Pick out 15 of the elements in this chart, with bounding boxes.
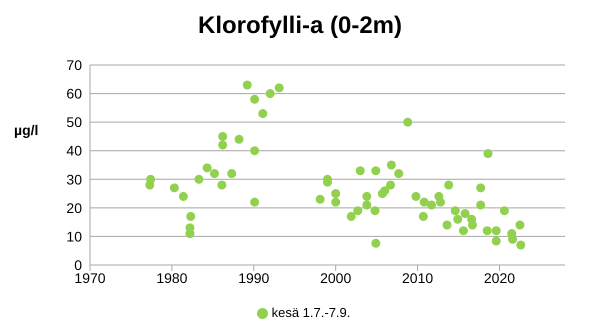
- x-tick-label: 1980: [156, 270, 188, 286]
- chart-title: Klorofylli-a (0-2m): [196, 12, 404, 40]
- y-tick-label: 30: [66, 171, 82, 188]
- x-tick-label: 2010: [402, 270, 434, 286]
- y-tick-label: 40: [66, 142, 82, 159]
- x-tick-label: 1990: [238, 270, 270, 286]
- x-tick-label: 2000: [320, 270, 352, 286]
- y-tick-label: 50: [66, 114, 82, 130]
- y-tick-label: 70: [66, 56, 82, 73]
- x-tick-label: 2020: [484, 270, 516, 286]
- y-tick-label: 10: [66, 228, 82, 244]
- y-tick-label: 60: [66, 86, 82, 102]
- y-axis-title: µg/l: [14, 122, 38, 138]
- legend-label: kesä 1.7.-7.9.: [272, 305, 350, 320]
- y-tick-label: 20: [66, 200, 82, 216]
